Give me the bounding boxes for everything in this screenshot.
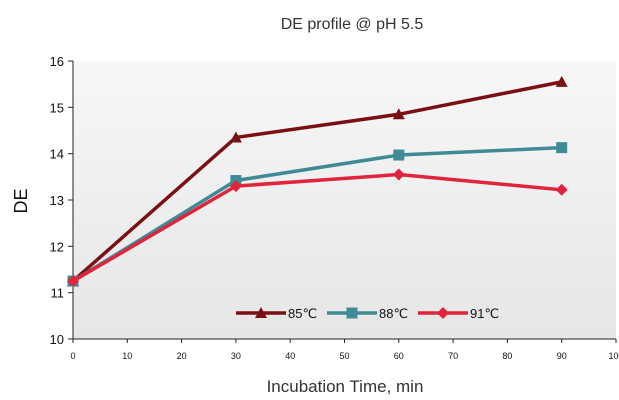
legend-item: 91℃ xyxy=(418,306,499,321)
legend-label: 88℃ xyxy=(379,306,408,321)
data-point xyxy=(67,275,79,288)
x-tick-label: 0 xyxy=(70,351,75,361)
legend-label: 91℃ xyxy=(470,306,499,321)
series-line xyxy=(71,80,563,283)
y-tick-label: 13 xyxy=(50,193,64,208)
series-line xyxy=(72,172,562,283)
y-tick-label: 14 xyxy=(50,147,64,162)
legend-marker xyxy=(255,307,267,318)
y-tick-label: 15 xyxy=(50,100,64,115)
legend-item: 88℃ xyxy=(327,306,408,321)
y-tick-label: 12 xyxy=(50,239,64,254)
x-tick-label: 90 xyxy=(557,351,567,361)
legend-label: 85℃ xyxy=(288,306,317,321)
legend-item: 85℃ xyxy=(236,306,317,321)
data-point xyxy=(556,142,568,154)
data-point xyxy=(555,75,568,87)
data-point xyxy=(392,168,405,181)
x-tick-label: 80 xyxy=(502,351,512,361)
chart-title: DE profile @ pH 5.5 xyxy=(281,16,424,33)
data-point xyxy=(229,131,242,143)
y-tick-label: 11 xyxy=(51,286,65,301)
data-point xyxy=(229,180,242,193)
x-tick-label: 30 xyxy=(231,351,241,361)
legend-marker xyxy=(437,307,449,319)
x-tick-label: 70 xyxy=(448,351,458,361)
y-tick-label: 10 xyxy=(50,332,64,347)
x-axis-title: Incubation Time, min xyxy=(267,377,424,396)
x-tick-label: 10 xyxy=(122,351,132,361)
y-axis-title: DE xyxy=(11,188,31,213)
data-point xyxy=(392,108,405,120)
x-tick-label: 100 xyxy=(608,351,619,361)
axes: 10 11 12 13 14 15 16 0 10 20 30 40 50 60 70 80 90 100 xyxy=(50,54,619,361)
data-point xyxy=(555,183,568,196)
y-tick-label: 16 xyxy=(50,54,64,69)
series-2 xyxy=(67,168,568,288)
data-point xyxy=(393,149,405,161)
x-tick-label: 40 xyxy=(285,351,295,361)
series-line xyxy=(72,145,562,283)
x-tick-label: 20 xyxy=(177,351,187,361)
x-tick-label: 50 xyxy=(339,351,349,361)
x-tick-label: 60 xyxy=(394,351,404,361)
plot-area xyxy=(73,61,616,339)
legend: 85℃ 88℃ 91℃ xyxy=(236,306,499,321)
series-layer xyxy=(67,75,568,288)
legend-marker xyxy=(346,307,358,319)
